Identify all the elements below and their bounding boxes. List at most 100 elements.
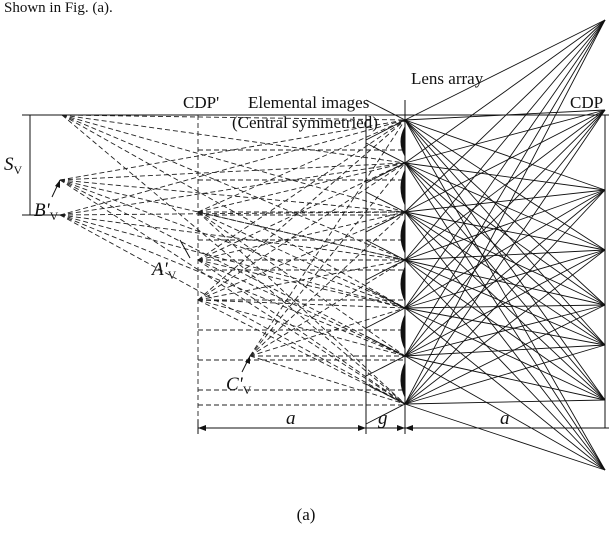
virtual-ray xyxy=(59,162,406,181)
real-ray xyxy=(404,249,606,405)
ei-to-lens-ray xyxy=(365,239,406,261)
virtual-ray xyxy=(197,211,406,261)
virtual-ray xyxy=(61,114,406,213)
virtual-ray xyxy=(249,162,406,357)
c-pointer-arrowhead xyxy=(245,356,250,364)
real-ray xyxy=(404,211,606,401)
real-ray xyxy=(404,162,606,401)
virtual-ray xyxy=(249,119,406,357)
real-ray xyxy=(404,259,606,471)
ei-to-lens-ray xyxy=(365,119,406,141)
real-ray xyxy=(404,162,606,251)
virtual-ray xyxy=(249,355,406,405)
lenslet xyxy=(400,126,406,157)
real-ray xyxy=(404,211,606,306)
virtual-ray xyxy=(197,259,406,357)
ei-to-lens-ray xyxy=(365,211,406,233)
real-ray xyxy=(404,211,606,471)
real-ray xyxy=(404,119,606,401)
virtual-ray xyxy=(61,114,406,261)
real-ray xyxy=(404,344,606,405)
virtual-ray xyxy=(197,162,406,261)
lenslet xyxy=(400,362,406,398)
virtual-ray xyxy=(59,119,406,181)
lenslet xyxy=(400,314,406,350)
real-ray xyxy=(404,307,606,471)
virtual-ray xyxy=(59,211,406,216)
virtual-ray xyxy=(197,259,406,309)
real-ray xyxy=(404,162,606,306)
real-ray-paths xyxy=(365,19,606,471)
dim-arrow-left xyxy=(198,425,206,431)
c-v-label: C'V xyxy=(226,374,252,397)
virtual-ray xyxy=(59,179,406,213)
real-ray xyxy=(404,19,606,405)
ei-to-lens-ray xyxy=(365,142,406,164)
real-ray xyxy=(404,19,606,261)
real-ray xyxy=(404,211,606,251)
real-ray xyxy=(404,109,606,164)
virtual-ray xyxy=(197,211,406,309)
real-ray xyxy=(404,109,606,261)
virtual-ray xyxy=(197,299,406,309)
virtual-ray xyxy=(197,119,406,261)
dim-a-left-label: a xyxy=(286,408,296,429)
real-ray xyxy=(404,259,606,401)
real-ray xyxy=(404,344,606,357)
real-ray xyxy=(404,109,606,309)
real-ray xyxy=(404,249,606,261)
ei-to-lens-ray xyxy=(365,403,406,425)
real-ray xyxy=(404,19,606,309)
real-ray xyxy=(404,162,606,191)
virtual-ray xyxy=(197,162,406,301)
real-ray xyxy=(404,189,606,261)
real-ray xyxy=(404,211,606,346)
ei-to-lens-ray xyxy=(365,191,406,213)
real-ray xyxy=(404,109,606,405)
virtual-ray xyxy=(249,211,406,357)
ei-to-lens-ray xyxy=(365,259,406,281)
ei-to-lens-ray xyxy=(365,335,406,357)
virtual-ray xyxy=(197,211,406,405)
virtual-ray xyxy=(61,114,406,164)
dim-arrow-lens-in xyxy=(397,425,405,431)
virtual-ray xyxy=(59,179,406,405)
ei-to-lens-ray xyxy=(365,355,406,377)
lens-array-label: Lens array xyxy=(411,69,484,88)
virtual-ray xyxy=(59,214,406,357)
virtual-ray xyxy=(61,114,406,405)
virtual-ray xyxy=(197,259,406,301)
lens-elements xyxy=(400,126,406,398)
real-ray xyxy=(404,19,606,164)
dim-arrow-ei xyxy=(358,425,366,431)
virtual-ray xyxy=(61,114,406,309)
real-ray xyxy=(404,19,606,357)
virtual-ray xyxy=(249,307,406,357)
dim-g-label: g xyxy=(378,408,388,429)
virtual-ray-paths xyxy=(59,114,406,406)
lenslet xyxy=(400,169,406,206)
real-ray xyxy=(404,109,606,213)
virtual-ray xyxy=(59,119,406,216)
central-symmetried-label: (Central symmetried) xyxy=(232,113,378,132)
b-pointer-arrowhead xyxy=(55,180,60,188)
virtual-ray xyxy=(197,119,406,213)
virtual-ray xyxy=(197,162,406,213)
virtual-ray xyxy=(197,211,406,301)
real-ray xyxy=(404,189,606,405)
real-ray xyxy=(404,399,606,405)
real-ray xyxy=(404,304,606,357)
real-ray xyxy=(404,19,606,213)
lenslet xyxy=(400,266,406,302)
dim-arrow-lens-out xyxy=(405,425,413,431)
s-v-label: SV xyxy=(4,154,23,177)
real-ray xyxy=(404,259,606,306)
virtual-ray xyxy=(249,259,406,357)
real-ray xyxy=(404,249,606,357)
real-ray xyxy=(404,403,606,471)
virtual-ray xyxy=(59,162,406,216)
cdp-label: CDP xyxy=(570,93,603,112)
real-ray xyxy=(404,19,606,121)
virtual-ray xyxy=(197,299,406,357)
